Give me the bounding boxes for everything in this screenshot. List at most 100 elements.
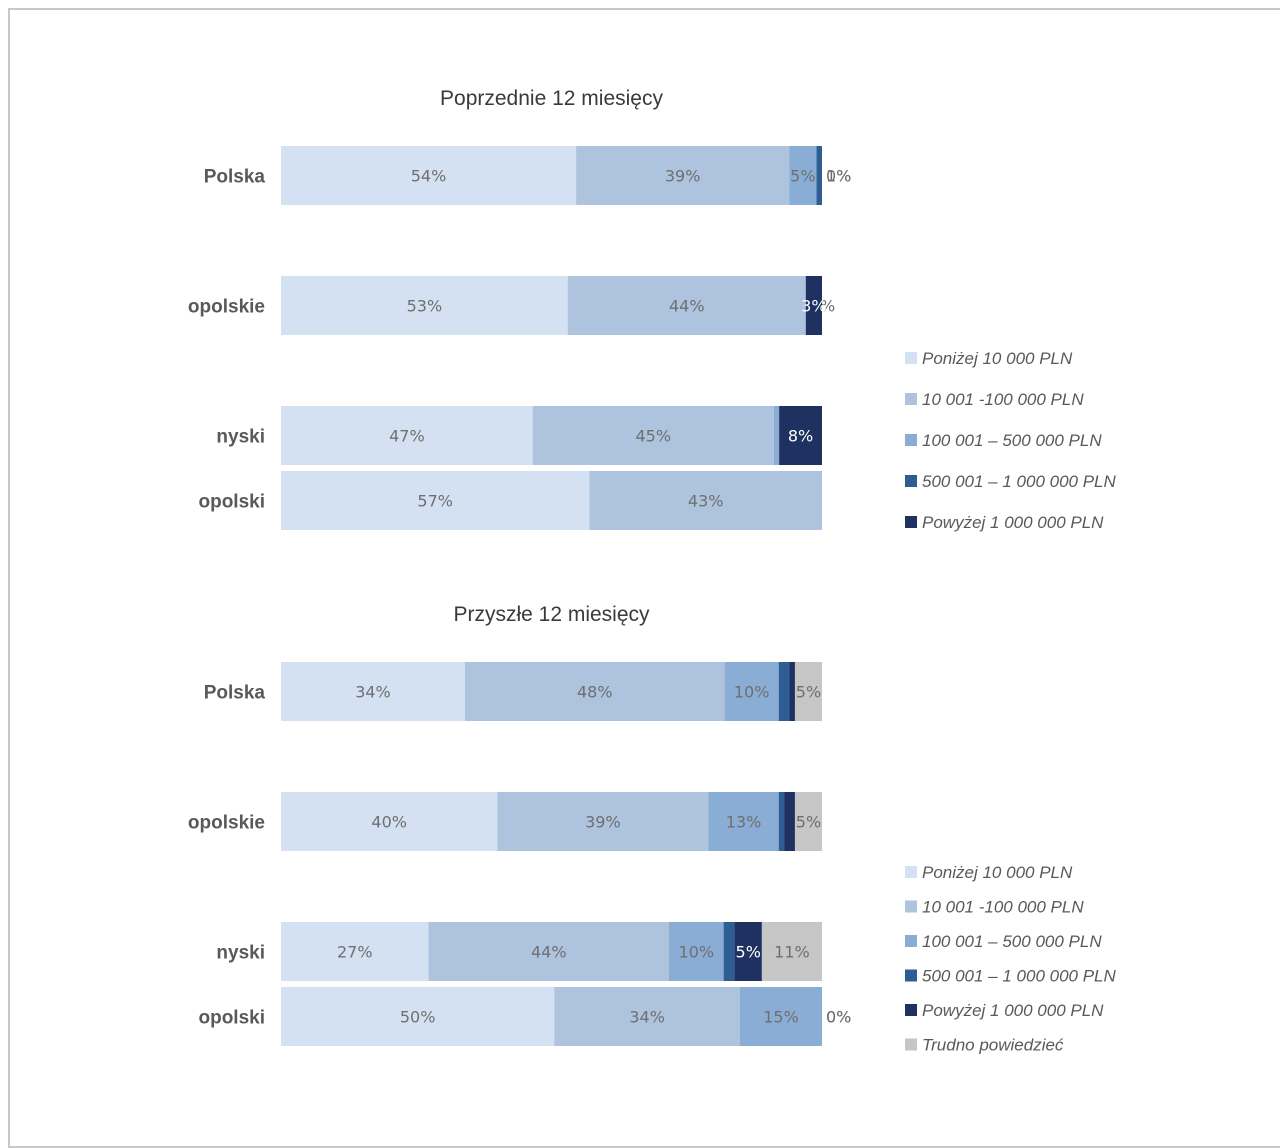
data-label: 0%	[826, 1008, 851, 1027]
bar-segment-500-001-1-000-000-pln	[816, 146, 822, 205]
legend-item-label: 10 001 -100 000 PLN	[922, 898, 1084, 917]
data-label: 13%	[726, 813, 762, 832]
bar-segment-powyzej-1-000-000-pln	[789, 662, 795, 721]
bar-segment-500-001-1-000-000-pln	[778, 792, 785, 851]
bar-segment-ponizej-10-000-pln	[281, 922, 429, 981]
data-label: 50%	[400, 1008, 436, 1027]
category-label: nyski	[216, 427, 265, 448]
bar-segment-ponizej-10-000-pln	[281, 276, 568, 335]
data-label: 11%	[774, 943, 810, 962]
bar-segment-10-001-100-000-pln	[576, 146, 790, 205]
bar-row-opolski: opolski 57% 43%	[198, 471, 822, 530]
bar-segment-trudno-powiedziec	[761, 922, 822, 981]
category-label: nyski	[216, 943, 265, 964]
data-label: 0%	[826, 1008, 851, 1027]
category-label: opolski	[198, 1008, 265, 1029]
data-label: 39%	[585, 813, 621, 832]
category-label: opolski	[198, 492, 265, 513]
legend-item-label: Poniżej 10 000 PLN	[922, 863, 1073, 882]
legend: Poniżej 10 000 PLN 10 001 -100 000 PLN 100…	[905, 863, 1116, 1055]
bar-segment-500-001-1-000-000-pln	[778, 662, 790, 721]
category-label: Polska	[204, 683, 266, 704]
bar-row-opolskie: opolskie 53% 44% 0%3%	[188, 276, 835, 335]
legend-item-label: 500 001 – 1 000 000 PLN	[922, 967, 1116, 986]
legend-swatch	[905, 352, 917, 364]
legend-swatch	[905, 1004, 917, 1016]
bar-segment-ponizej-10-000-pln	[281, 146, 577, 205]
data-label: 5%	[790, 167, 815, 186]
bar-segment-100-001-500-000-pln	[708, 792, 779, 851]
bar-segment-100-001-500-000-pln	[724, 662, 779, 721]
data-label: 47%	[389, 427, 425, 446]
chart-2: Przyszłe 12 miesięcyPolska34%48%10%2%1%5…	[188, 603, 1117, 1055]
data-label: 5%	[736, 943, 761, 962]
bar-row-opolski: opolski 50% 34% 15% 0%0%	[198, 987, 851, 1046]
data-label: 54%	[411, 167, 447, 186]
legend-swatch	[905, 866, 917, 878]
bar-segment-100-001-500-000-pln	[740, 987, 822, 1046]
bar-row-polska: Polska 54% 39% 5% 1%0%	[204, 146, 851, 205]
bar-segment-ponizej-10-000-pln	[281, 792, 498, 851]
legend-swatch	[905, 900, 917, 913]
legend-swatch	[905, 434, 917, 446]
data-label: 40%	[371, 813, 407, 832]
bar-segment-500-001-1-000-000-pln	[723, 922, 735, 981]
legend-item-label: Powyżej 1 000 000 PLN	[922, 1001, 1104, 1020]
legend-item-label: Poniżej 10 000 PLN	[922, 349, 1073, 368]
data-label: 39%	[665, 167, 701, 186]
data-label: 0%	[826, 167, 851, 186]
legend-swatch	[905, 475, 917, 487]
bar-segment-10-001-100-000-pln	[428, 922, 669, 981]
bar-segment-powyzej-1-000-000-pln	[805, 276, 822, 335]
bar-segment-powyzej-1-000-000-pln	[734, 922, 762, 981]
data-label: 5%	[796, 683, 821, 702]
legend-swatch	[905, 393, 917, 405]
data-label: 1%	[826, 167, 851, 186]
legend-swatch	[905, 969, 917, 982]
chart-1: Poprzednie 12 miesięcy Polska 54% 39% 5% 1%0%…	[188, 87, 1117, 532]
legend: Poniżej 10 000 PLN 10 001 -100 000 PLN 100…	[905, 349, 1116, 532]
data-label: 44%	[669, 297, 705, 316]
data-label: 44%	[531, 943, 567, 962]
legend-item-label: 100 001 – 500 000 PLN	[922, 431, 1102, 450]
bar-segment-10-001-100-000-pln	[464, 662, 725, 721]
legend-swatch	[905, 935, 917, 947]
data-label: 15%	[763, 1008, 799, 1027]
data-label: 34%	[355, 683, 391, 702]
data-label: 43%	[688, 492, 724, 511]
bar-segment-10-001-100-000-pln	[554, 987, 741, 1046]
data-label: 5%	[796, 813, 821, 832]
data-label: 10%	[734, 683, 770, 702]
bar-segment-powyzej-1-000-000-pln	[784, 792, 795, 851]
bar-segment-ponizej-10-000-pln	[281, 987, 555, 1046]
bar-segment-trudno-powiedziec	[794, 792, 822, 851]
legend-item-label: Trudno powiedzieć	[922, 1036, 1064, 1055]
bar-segment-10-001-100-000-pln	[497, 792, 709, 851]
legend-swatch	[905, 1038, 917, 1051]
data-label: 3%	[801, 297, 826, 316]
bar-segment-100-001-500-000-pln	[668, 922, 724, 981]
bar-segment-trudno-powiedziec	[794, 662, 822, 721]
bar-segment-ponizej-10-000-pln	[281, 406, 533, 465]
legend-item-label: 100 001 – 500 000 PLN	[922, 932, 1102, 951]
legend-swatch	[905, 516, 917, 528]
category-label: opolskie	[188, 297, 265, 318]
chart-title: Poprzednie 12 miesięcy	[440, 87, 663, 110]
data-label: 10%	[679, 943, 715, 962]
bar-segment-ponizej-10-000-pln	[281, 662, 465, 721]
data-label: 57%	[417, 492, 453, 511]
bar-segment-100-001-500-000-pln	[789, 146, 817, 205]
data-label: 8%	[788, 427, 813, 446]
legend-item-label: Powyżej 1 000 000 PLN	[922, 513, 1104, 532]
category-label: opolskie	[188, 813, 265, 834]
data-label: 34%	[629, 1008, 665, 1027]
bar-segment-10-001-100-000-pln	[589, 471, 822, 530]
data-label: 48%	[577, 683, 613, 702]
data-label: 27%	[337, 943, 373, 962]
bar-segment-powyzej-1-000-000-pln	[779, 406, 822, 465]
chart-title: Przyszłe 12 miesięcy	[453, 603, 650, 626]
data-label: 45%	[635, 427, 671, 446]
